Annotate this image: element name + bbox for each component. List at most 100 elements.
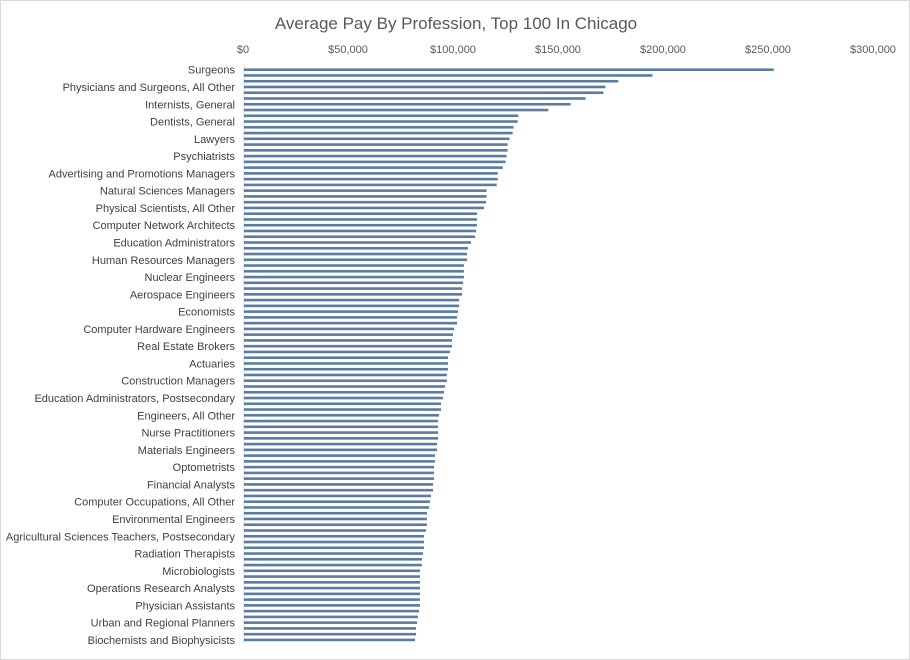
bar [244, 586, 421, 590]
bar [244, 534, 425, 538]
bar [244, 390, 444, 394]
x-tick-label: $50,000 [328, 44, 368, 56]
x-tick-label: $150,000 [535, 44, 581, 56]
bar [244, 437, 439, 440]
bar [244, 373, 447, 377]
bar [244, 131, 513, 135]
bar [244, 638, 415, 642]
category-label: Financial Analysts [147, 479, 236, 491]
bar [244, 143, 508, 146]
bar [244, 546, 425, 550]
bar [244, 488, 434, 492]
bar [244, 281, 464, 285]
bar [244, 108, 549, 112]
bar [244, 615, 418, 619]
category-label: Surgeons [188, 65, 236, 77]
category-label: Physicians and Surgeons, All Other [63, 82, 236, 94]
bar [244, 223, 477, 227]
bar [244, 339, 452, 342]
category-labels: Surgeons Physicians and Surgeons, All Oth… [6, 65, 236, 647]
bar [244, 494, 431, 498]
bar [244, 85, 606, 89]
category-label: Aerospace Engineers [130, 289, 236, 301]
bar [244, 114, 519, 118]
bar [244, 598, 421, 601]
bar [244, 126, 514, 129]
bar [244, 321, 457, 325]
bar [244, 592, 421, 596]
bar [244, 246, 468, 250]
bar [244, 414, 439, 417]
bar [244, 304, 460, 308]
bar [244, 120, 518, 123]
bar [244, 154, 507, 158]
bar [244, 102, 571, 106]
category-label: Education Administrators [113, 238, 235, 250]
category-label: Physical Scientists, All Other [96, 203, 236, 215]
bar [244, 310, 459, 313]
category-label: Computer Network Architects [93, 220, 236, 232]
bar [244, 258, 468, 262]
category-label: Psychiatrists [173, 151, 235, 163]
bar [244, 74, 653, 77]
bar [244, 367, 448, 371]
category-label: Optometrists [173, 462, 236, 474]
bar [244, 270, 464, 273]
category-label: Microbiologists [162, 566, 235, 578]
bar [244, 540, 425, 544]
bar [244, 431, 439, 434]
bar [244, 385, 446, 388]
category-label: Environmental Engineers [112, 514, 235, 526]
category-label: Construction Managers [121, 376, 235, 388]
bar [244, 517, 427, 521]
bar [244, 252, 468, 256]
category-label: Economists [178, 307, 235, 319]
category-label: Radiation Therapists [134, 549, 235, 561]
bar [244, 183, 497, 187]
bar [244, 402, 442, 406]
category-label: Computer Occupations, All Other [74, 497, 235, 509]
bar [244, 137, 510, 141]
bar [244, 483, 434, 486]
bar [244, 621, 418, 624]
bar [244, 68, 774, 71]
bar [244, 166, 503, 169]
bar [244, 581, 421, 584]
bar [244, 529, 426, 532]
bar [244, 356, 448, 359]
category-label: Operations Research Analysts [87, 583, 235, 595]
bar [244, 454, 435, 457]
bar [244, 275, 464, 279]
category-label: Engineers, All Other [137, 410, 235, 422]
bar [244, 477, 435, 480]
x-tick-label: $300,000 [850, 44, 896, 56]
category-label: Natural Sciences Managers [100, 186, 236, 198]
category-label: Nuclear Engineers [145, 272, 236, 284]
category-label: Actuaries [189, 358, 235, 370]
bar [244, 396, 443, 400]
x-axis-ticks: $0 $50,000 $100,000 $150,000 $200,000 $250,00… [237, 44, 896, 56]
category-label: Agricultural Sciences Teachers, Postseco… [6, 531, 236, 543]
bar [244, 241, 472, 244]
bar [244, 408, 442, 411]
category-label: Materials Engineers [138, 445, 236, 457]
bar [244, 293, 463, 296]
category-label: Urban and Regional Planners [91, 618, 236, 630]
bar [244, 506, 430, 509]
bar [244, 448, 438, 452]
category-label: Dentists, General [150, 117, 235, 129]
category-label: Internists, General [145, 99, 235, 111]
bar [244, 91, 604, 95]
x-tick-label: $0 [237, 44, 249, 56]
bar [244, 195, 487, 198]
bar [244, 523, 427, 527]
bar [244, 563, 422, 567]
category-label: Physician Assistants [135, 600, 235, 612]
bar [244, 160, 506, 164]
bar [244, 500, 430, 503]
category-label: Computer Hardware Engineers [83, 324, 235, 336]
x-tick-label: $100,000 [430, 44, 476, 56]
bar [244, 511, 427, 515]
